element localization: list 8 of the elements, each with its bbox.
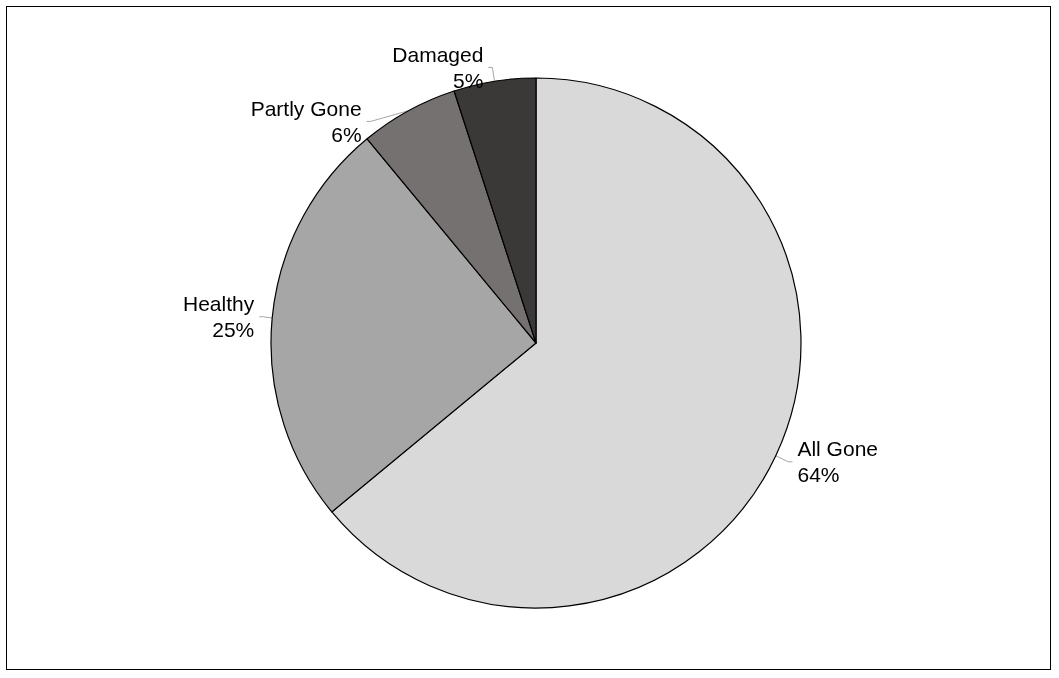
slice-label: Healthy xyxy=(183,292,255,316)
slice-label: All Gone xyxy=(797,437,878,461)
slice-label: Partly Gone xyxy=(250,96,362,120)
data-label: 5% xyxy=(453,68,484,92)
data-label: 25% xyxy=(212,318,255,342)
data-label: 6% xyxy=(331,122,362,146)
slice-label: Damaged xyxy=(392,42,484,66)
data-label: 64% xyxy=(797,463,840,487)
